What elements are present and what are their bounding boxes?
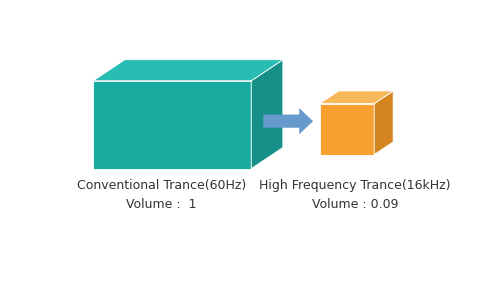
Text: Volume :  1: Volume : 1 (126, 198, 197, 212)
Polygon shape (93, 81, 251, 169)
Text: High Frequency Trance(16kHz): High Frequency Trance(16kHz) (259, 179, 451, 192)
Polygon shape (320, 104, 374, 155)
Polygon shape (93, 60, 283, 81)
Polygon shape (374, 91, 393, 155)
Polygon shape (251, 60, 283, 169)
Text: Volume : 0.09: Volume : 0.09 (311, 198, 398, 212)
Polygon shape (263, 108, 313, 134)
Text: Conventional Trance(60Hz): Conventional Trance(60Hz) (77, 179, 247, 192)
Polygon shape (320, 91, 393, 104)
